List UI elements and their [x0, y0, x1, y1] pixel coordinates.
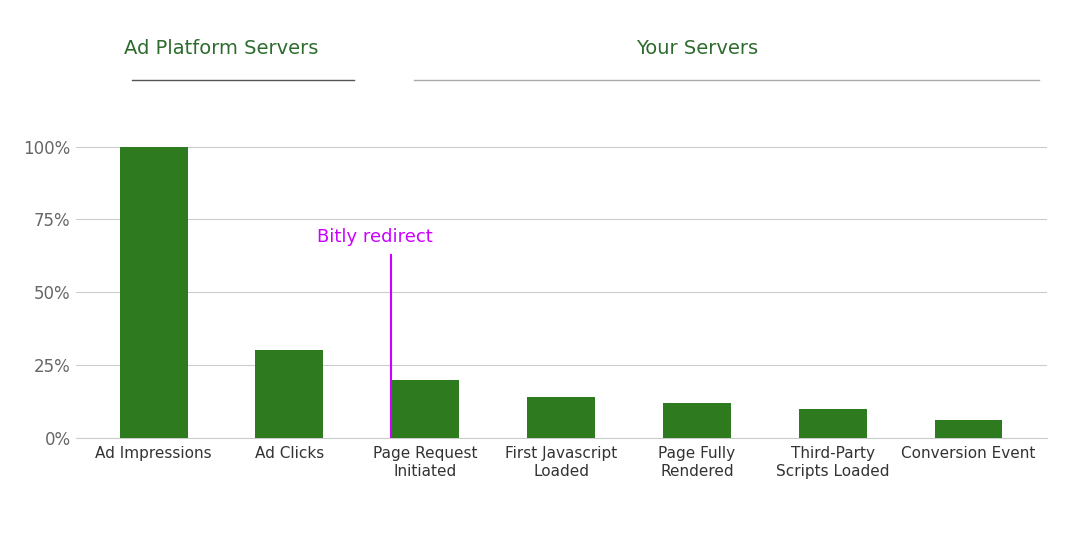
Bar — [934, 420, 1002, 438]
Text: Bitly redirect: Bitly redirect — [316, 227, 433, 246]
Bar — [798, 409, 866, 438]
Bar — [256, 350, 324, 438]
Bar — [392, 380, 460, 438]
Text: Ad Platform Servers: Ad Platform Servers — [124, 38, 318, 58]
Text: Your Servers: Your Servers — [636, 38, 757, 58]
Bar — [120, 147, 188, 438]
Bar — [663, 403, 730, 438]
Bar — [528, 397, 595, 438]
